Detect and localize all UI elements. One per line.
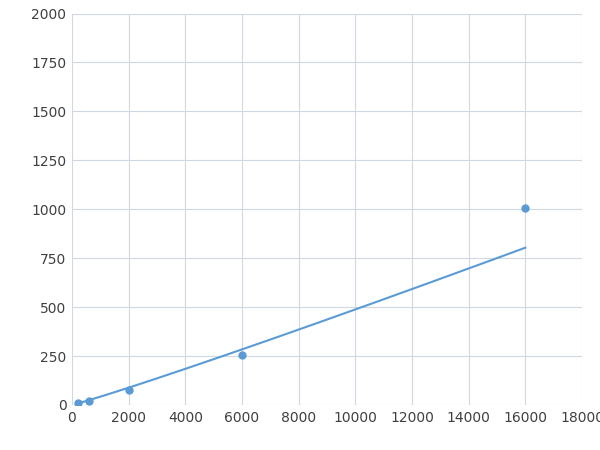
Point (124, 387, 133, 394)
Point (73, 400, 82, 407)
Point (237, 351, 247, 359)
Point (84, 397, 94, 405)
Point (521, 205, 530, 212)
